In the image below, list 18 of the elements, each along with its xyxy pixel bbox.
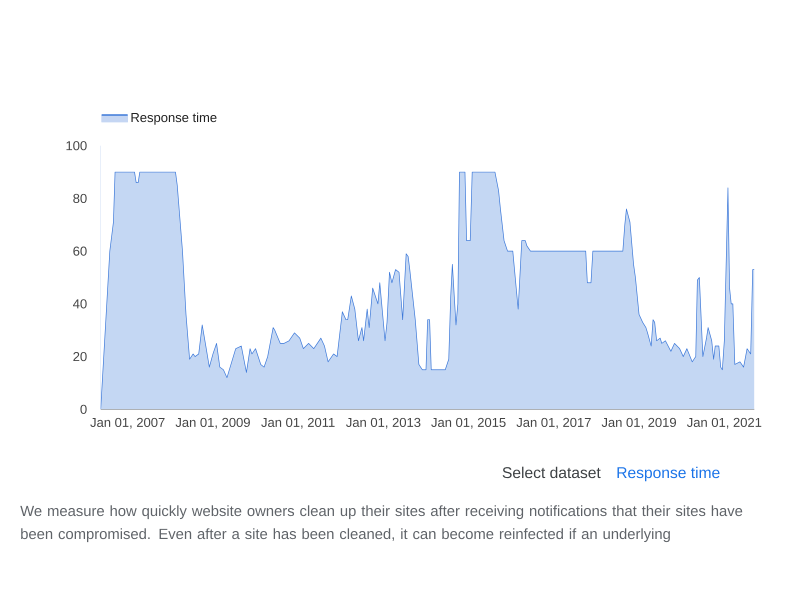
y-tick-label: 40 bbox=[73, 299, 87, 308]
x-tick-label: Jan 01, 2017 bbox=[516, 418, 591, 429]
x-tick-label: Jan 01, 2007 bbox=[90, 418, 165, 429]
x-tick-label: Jan 01, 2021 bbox=[686, 418, 762, 429]
y-tick-label: 100 bbox=[66, 141, 87, 150]
x-tick-label: Jan 01, 2009 bbox=[176, 418, 250, 429]
y-tick-label: 60 bbox=[73, 246, 87, 256]
x-tick-label: Jan 01, 2015 bbox=[431, 418, 506, 429]
x-tick-label: Jan 01, 2011 bbox=[261, 418, 335, 429]
y-tick-label: 20 bbox=[73, 352, 87, 362]
text: We measure how quickly website owners clean up their sites after receiving notifications that their sites have been compromised. Even after a site has been cleaned, it can become reinfected if an underlying bbox=[20, 505, 742, 542]
x-tick-label: Jan 01, 2013 bbox=[346, 418, 420, 429]
text: Response time bbox=[617, 466, 720, 482]
x-tick-label: Jan 01, 2019 bbox=[602, 418, 676, 429]
legend-label: Response time bbox=[131, 112, 217, 125]
y-tick-label: 0 bbox=[80, 404, 87, 414]
text: Select dataset bbox=[502, 466, 601, 478]
y-tick-label: 80 bbox=[73, 194, 87, 204]
